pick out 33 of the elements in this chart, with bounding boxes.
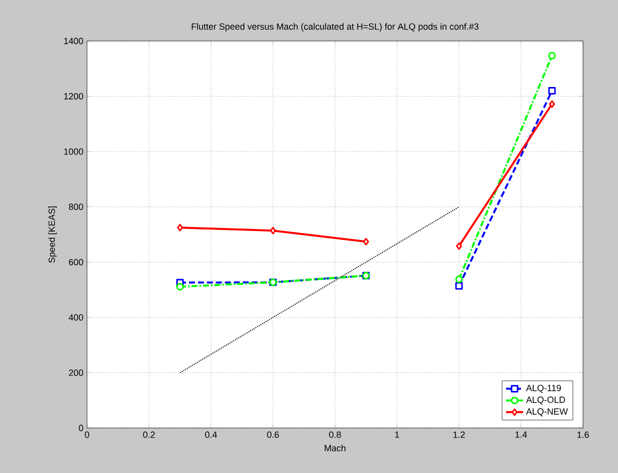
- point: [548, 87, 556, 94]
- point: [456, 242, 462, 250]
- y-tick-label: 1000: [64, 148, 84, 155]
- x-axis-title: Mach: [324, 444, 346, 452]
- point: [177, 224, 183, 232]
- x-tick-label: 0.8: [329, 432, 341, 438]
- y-tick-label: 800: [68, 204, 84, 210]
- point: [548, 52, 556, 60]
- point: [455, 276, 463, 284]
- point: [270, 226, 276, 234]
- point: [363, 238, 369, 246]
- legend-label: ALQ-OLD: [526, 396, 565, 405]
- y-tick-label: 1400: [64, 38, 84, 44]
- x-tick-label: 1.2: [453, 432, 465, 438]
- point: [549, 100, 555, 108]
- x-tick-label: 0.2: [143, 432, 155, 438]
- point: [176, 282, 184, 290]
- x-tick-label: 0: [84, 432, 90, 438]
- y-axis-title: Speed [KEAS]: [48, 206, 57, 263]
- point: [455, 282, 463, 290]
- legend-label: ALQ-NEW: [526, 408, 568, 416]
- x-tick-label: 1: [395, 432, 400, 438]
- y-tick-label: 0: [78, 424, 84, 432]
- y-tick-label: 400: [68, 314, 84, 321]
- x-tick-label: 0.6: [267, 432, 279, 438]
- y-tick-label: 1200: [64, 93, 84, 100]
- chart-title: Flutter Speed versus Mach (calculated at H=SL) for ALQ pods in conf.#3: [192, 23, 478, 32]
- x-tick-label: 1.4: [515, 432, 527, 438]
- x-tick-label: 1.6: [577, 432, 589, 438]
- y-tick-label: 600: [68, 258, 84, 266]
- y-tick-label: 200: [68, 370, 84, 376]
- x-tick-label: 0.4: [205, 432, 217, 438]
- legend-label: ALQ-119: [526, 384, 561, 393]
